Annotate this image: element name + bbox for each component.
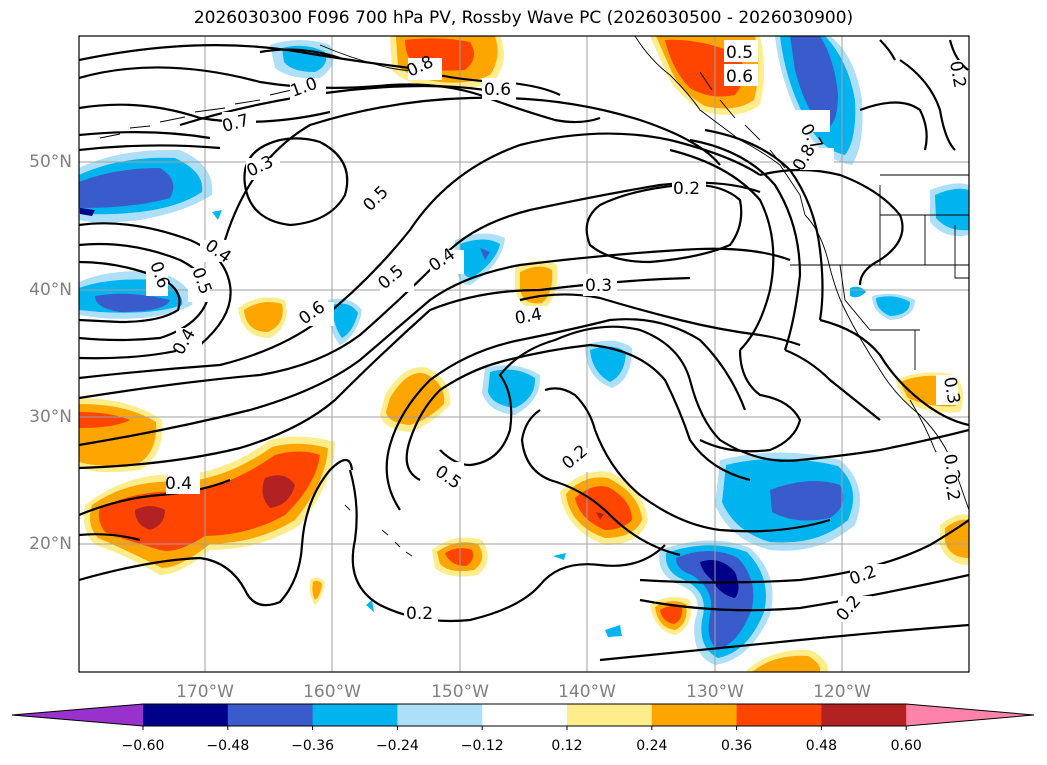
colorbar-under-arrow <box>12 704 143 726</box>
contour-label: 0.2 <box>945 59 969 89</box>
contour-label: 0.2 <box>939 472 963 502</box>
coastlines <box>99 36 969 557</box>
map-gridlines <box>79 36 969 672</box>
colorbar-tick-label: 0.12 <box>551 738 583 754</box>
colorbar-over-arrow <box>906 704 1034 726</box>
map-area: 1.0 0.8 0.6 0.7 0.5 0.6 0.7 0.8 0.3 0.5 … <box>79 36 969 672</box>
colorbar-tick-label: 0.36 <box>721 738 753 754</box>
colorbar-segment <box>567 704 653 726</box>
contour-label: 0.2 <box>673 179 700 199</box>
colorbar-segment <box>736 704 822 726</box>
colorbar-tick-label: −0.48 <box>206 738 250 754</box>
positive-anomaly-shading <box>79 36 969 672</box>
contour-label: 0.4 <box>165 474 192 494</box>
colorbar-tick-label: −0.12 <box>460 738 504 754</box>
lat-label: 30°N <box>29 407 72 427</box>
colorbar-segment <box>227 704 314 726</box>
map-frame <box>78 35 970 673</box>
colorbar-segment <box>312 704 398 726</box>
colorbar-segment <box>821 704 907 726</box>
contour-label: 0.3 <box>585 276 612 296</box>
colorbar-tick-label: −0.24 <box>375 738 419 754</box>
colorbar-tick-label: −0.60 <box>121 738 165 754</box>
colorbar-tick-label: −0.36 <box>291 738 335 754</box>
contour-label: 0.6 <box>726 67 753 87</box>
lat-label: 20°N <box>29 534 72 554</box>
lat-label: 40°N <box>29 280 72 300</box>
lon-label: 140°W <box>558 682 616 702</box>
contour-label: 0.4 <box>513 305 543 329</box>
contour-label: 0.5 <box>726 43 753 63</box>
contour-labels: 1.0 0.8 0.6 0.7 0.5 0.6 0.7 0.8 0.3 0.5 … <box>145 40 969 625</box>
lat-label: 50°N <box>29 152 72 172</box>
colorbar-segment <box>482 704 568 726</box>
lon-label: 120°W <box>813 682 871 702</box>
lon-label: 130°W <box>686 682 744 702</box>
contour-label: 0.3 <box>939 375 963 405</box>
colorbar-tick-label: 0.60 <box>890 738 922 754</box>
colorbar-tick-label: 0.48 <box>805 738 837 754</box>
contour-label: 0.6 <box>484 80 511 100</box>
colorbar-segment <box>397 704 483 726</box>
lon-label: 150°W <box>431 682 489 702</box>
lon-label: 160°W <box>303 682 361 702</box>
colorbar <box>11 703 1035 730</box>
lon-label: 170°W <box>176 682 234 702</box>
contour-label: 0.2 <box>406 604 433 624</box>
colorbar-tick-label: 0.24 <box>636 738 668 754</box>
colorbar-segment <box>651 704 738 726</box>
map-title: 2026030300 F096 700 hPa PV, Rossby Wave … <box>193 8 854 28</box>
colorbar-segment <box>143 704 229 726</box>
